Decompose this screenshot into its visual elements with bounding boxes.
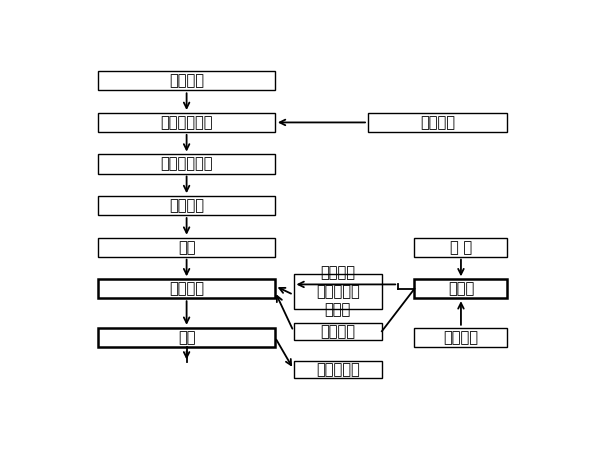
Bar [293,274,382,309]
Text: 施工准备: 施工准备 [169,73,204,88]
Text: 泥浆池: 泥浆池 [448,281,474,296]
Text: 供 水: 供 水 [450,240,472,255]
Bar [98,328,275,347]
Bar [368,113,508,132]
Text: 钻孔注浆
（也可干挖
成孔）: 钻孔注浆 （也可干挖 成孔） [316,265,359,317]
Bar [293,360,382,378]
Text: 桩机就位: 桩机就位 [169,198,204,213]
Bar [98,196,275,215]
Bar [293,323,382,340]
Bar [98,154,275,174]
Text: 泥浆沉淀: 泥浆沉淀 [320,324,355,339]
Text: 埋设钻孔护筒: 埋设钻孔护筒 [160,115,213,130]
Bar [98,279,275,298]
Text: 制作护筒: 制作护筒 [420,115,455,130]
Text: 钻孔: 钻孔 [178,240,196,255]
Bar [98,238,275,256]
Text: 成孔检测: 成孔检测 [169,281,204,296]
Bar [415,279,508,298]
Text: 设置泥浆泵: 设置泥浆泵 [316,362,359,377]
Bar [415,238,508,256]
Bar [98,71,275,90]
Bar [415,328,508,347]
Text: 清孔: 清孔 [178,330,196,345]
Text: 搭设作业平台: 搭设作业平台 [160,157,213,171]
Bar [98,113,275,132]
Text: 泥浆备料: 泥浆备料 [443,330,478,345]
